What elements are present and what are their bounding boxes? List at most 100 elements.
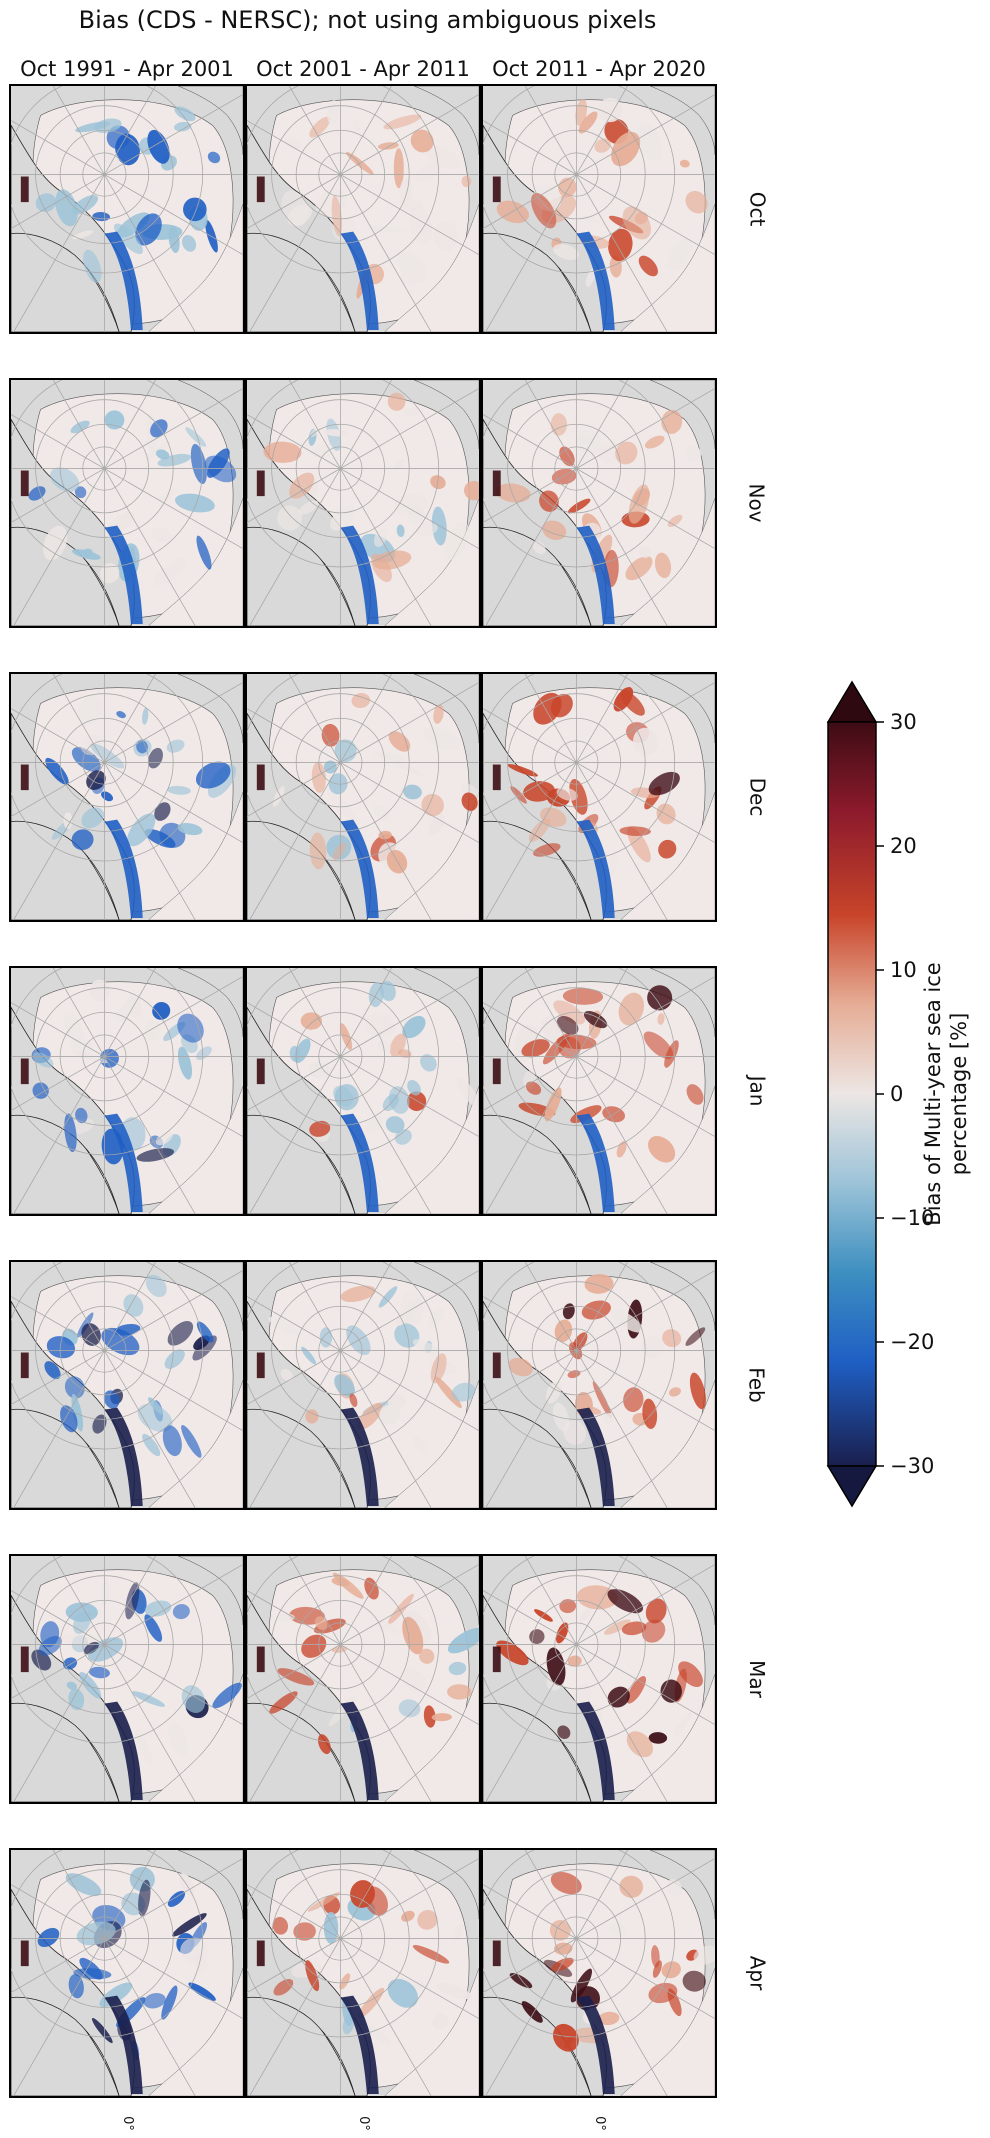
map-panel-jan-2 bbox=[245, 966, 481, 1216]
colorbar bbox=[826, 680, 884, 1508]
archipelago-bias bbox=[256, 176, 265, 203]
bias-region bbox=[207, 151, 221, 164]
bias-region bbox=[610, 1309, 643, 1333]
graticule bbox=[11, 1556, 243, 1802]
bias-region bbox=[93, 118, 122, 134]
bias-region bbox=[553, 243, 580, 261]
siberia-land bbox=[414, 1262, 479, 1331]
bias-region bbox=[155, 449, 170, 460]
siberia-land bbox=[178, 1262, 243, 1331]
bias-region bbox=[613, 687, 634, 712]
bias-region bbox=[550, 1871, 582, 1895]
colorbar-tick-label: 10 bbox=[890, 958, 917, 982]
colorbar-tick-label: 30 bbox=[890, 710, 917, 734]
bias-region bbox=[553, 1000, 586, 1025]
bias-region bbox=[138, 1879, 151, 1917]
bias-region bbox=[38, 1636, 62, 1656]
bias-region bbox=[645, 1598, 667, 1624]
bias-region bbox=[685, 190, 708, 214]
arctic-map bbox=[483, 1850, 715, 2096]
bias-region bbox=[318, 1734, 331, 1755]
bias-region bbox=[644, 435, 665, 449]
bias-region bbox=[668, 237, 693, 272]
bias-region bbox=[131, 1691, 166, 1707]
graticule bbox=[247, 1556, 479, 1802]
bias-region bbox=[638, 255, 658, 277]
bias-region bbox=[639, 545, 651, 559]
archipelago-bias bbox=[20, 1646, 29, 1673]
arctic-map bbox=[11, 674, 243, 920]
bias-region bbox=[277, 505, 303, 531]
bias-region bbox=[562, 988, 604, 1005]
bias-region bbox=[305, 1960, 320, 1992]
bias-region bbox=[641, 1336, 664, 1360]
map-panel-dec-2 bbox=[245, 672, 481, 922]
bias-region bbox=[77, 696, 103, 725]
bias-region bbox=[145, 1274, 167, 1298]
bias-region bbox=[431, 1713, 452, 1722]
siberia-land bbox=[178, 86, 243, 155]
siberia-land bbox=[650, 380, 715, 449]
archipelago-bias bbox=[256, 1646, 265, 1673]
fram-strait-bias bbox=[576, 1701, 615, 1801]
colorbar-tick-label: −10 bbox=[890, 1206, 935, 1230]
map-panel-jan-3 bbox=[481, 966, 717, 1216]
bias-region bbox=[157, 453, 192, 467]
bias-region bbox=[332, 842, 347, 861]
bias-region bbox=[447, 1684, 472, 1700]
bias-region bbox=[167, 1321, 194, 1346]
bias-region bbox=[376, 1620, 400, 1634]
bias-region bbox=[289, 472, 315, 499]
bias-region bbox=[148, 747, 163, 769]
bias-region bbox=[167, 1721, 188, 1757]
graticule bbox=[483, 380, 715, 626]
bias-region bbox=[64, 1113, 77, 1153]
bias-region bbox=[510, 786, 527, 804]
map-panel-dec-1 bbox=[9, 672, 245, 922]
bias-region bbox=[379, 1404, 400, 1425]
bias-region bbox=[127, 813, 156, 847]
bias-region bbox=[331, 1646, 348, 1653]
bias-region bbox=[413, 1436, 426, 1453]
bias-region bbox=[164, 1349, 185, 1369]
bias-region bbox=[333, 1085, 354, 1107]
bias-region bbox=[583, 1010, 608, 1029]
bias-region bbox=[89, 979, 110, 1002]
bias-region bbox=[584, 1274, 614, 1294]
bias-region bbox=[401, 1667, 426, 1692]
fram-strait-bias bbox=[340, 525, 379, 625]
bias-region bbox=[661, 409, 683, 434]
bias-region bbox=[351, 693, 371, 709]
bias-region bbox=[71, 829, 94, 851]
bias-region bbox=[578, 111, 598, 134]
bias-region bbox=[166, 739, 185, 753]
bias-region bbox=[142, 707, 149, 725]
arctic-map bbox=[483, 968, 715, 1214]
archipelago-bias bbox=[492, 1646, 501, 1673]
bias-region bbox=[387, 1593, 414, 1625]
bias-region bbox=[556, 787, 578, 801]
bias-region bbox=[625, 556, 653, 581]
colorbar-gradient bbox=[827, 721, 877, 1467]
bias-region bbox=[460, 782, 479, 801]
graticule bbox=[483, 1850, 715, 2096]
siberia-land bbox=[414, 1850, 479, 1919]
bias-region bbox=[72, 195, 99, 215]
bias-region bbox=[427, 1308, 445, 1328]
arctic-map bbox=[483, 1556, 715, 1802]
graticule bbox=[247, 1262, 479, 1508]
column-title-2011-2020: Oct 2011 - Apr 2020 bbox=[492, 57, 706, 81]
siberia-land bbox=[178, 380, 243, 449]
archipelago-bias bbox=[256, 1058, 265, 1085]
bias-region bbox=[420, 1054, 437, 1072]
siberia-land bbox=[414, 380, 479, 449]
colorbar-tick-label: 0 bbox=[890, 1082, 904, 1106]
bias-region bbox=[272, 786, 285, 807]
row-label-nov: Nov bbox=[745, 483, 770, 523]
bias-region bbox=[324, 429, 348, 437]
bias-region bbox=[280, 1369, 294, 1382]
bias-region bbox=[648, 1732, 668, 1744]
siberia-land bbox=[650, 1556, 715, 1625]
bias-region bbox=[396, 251, 428, 282]
archipelago-bias bbox=[20, 176, 29, 203]
